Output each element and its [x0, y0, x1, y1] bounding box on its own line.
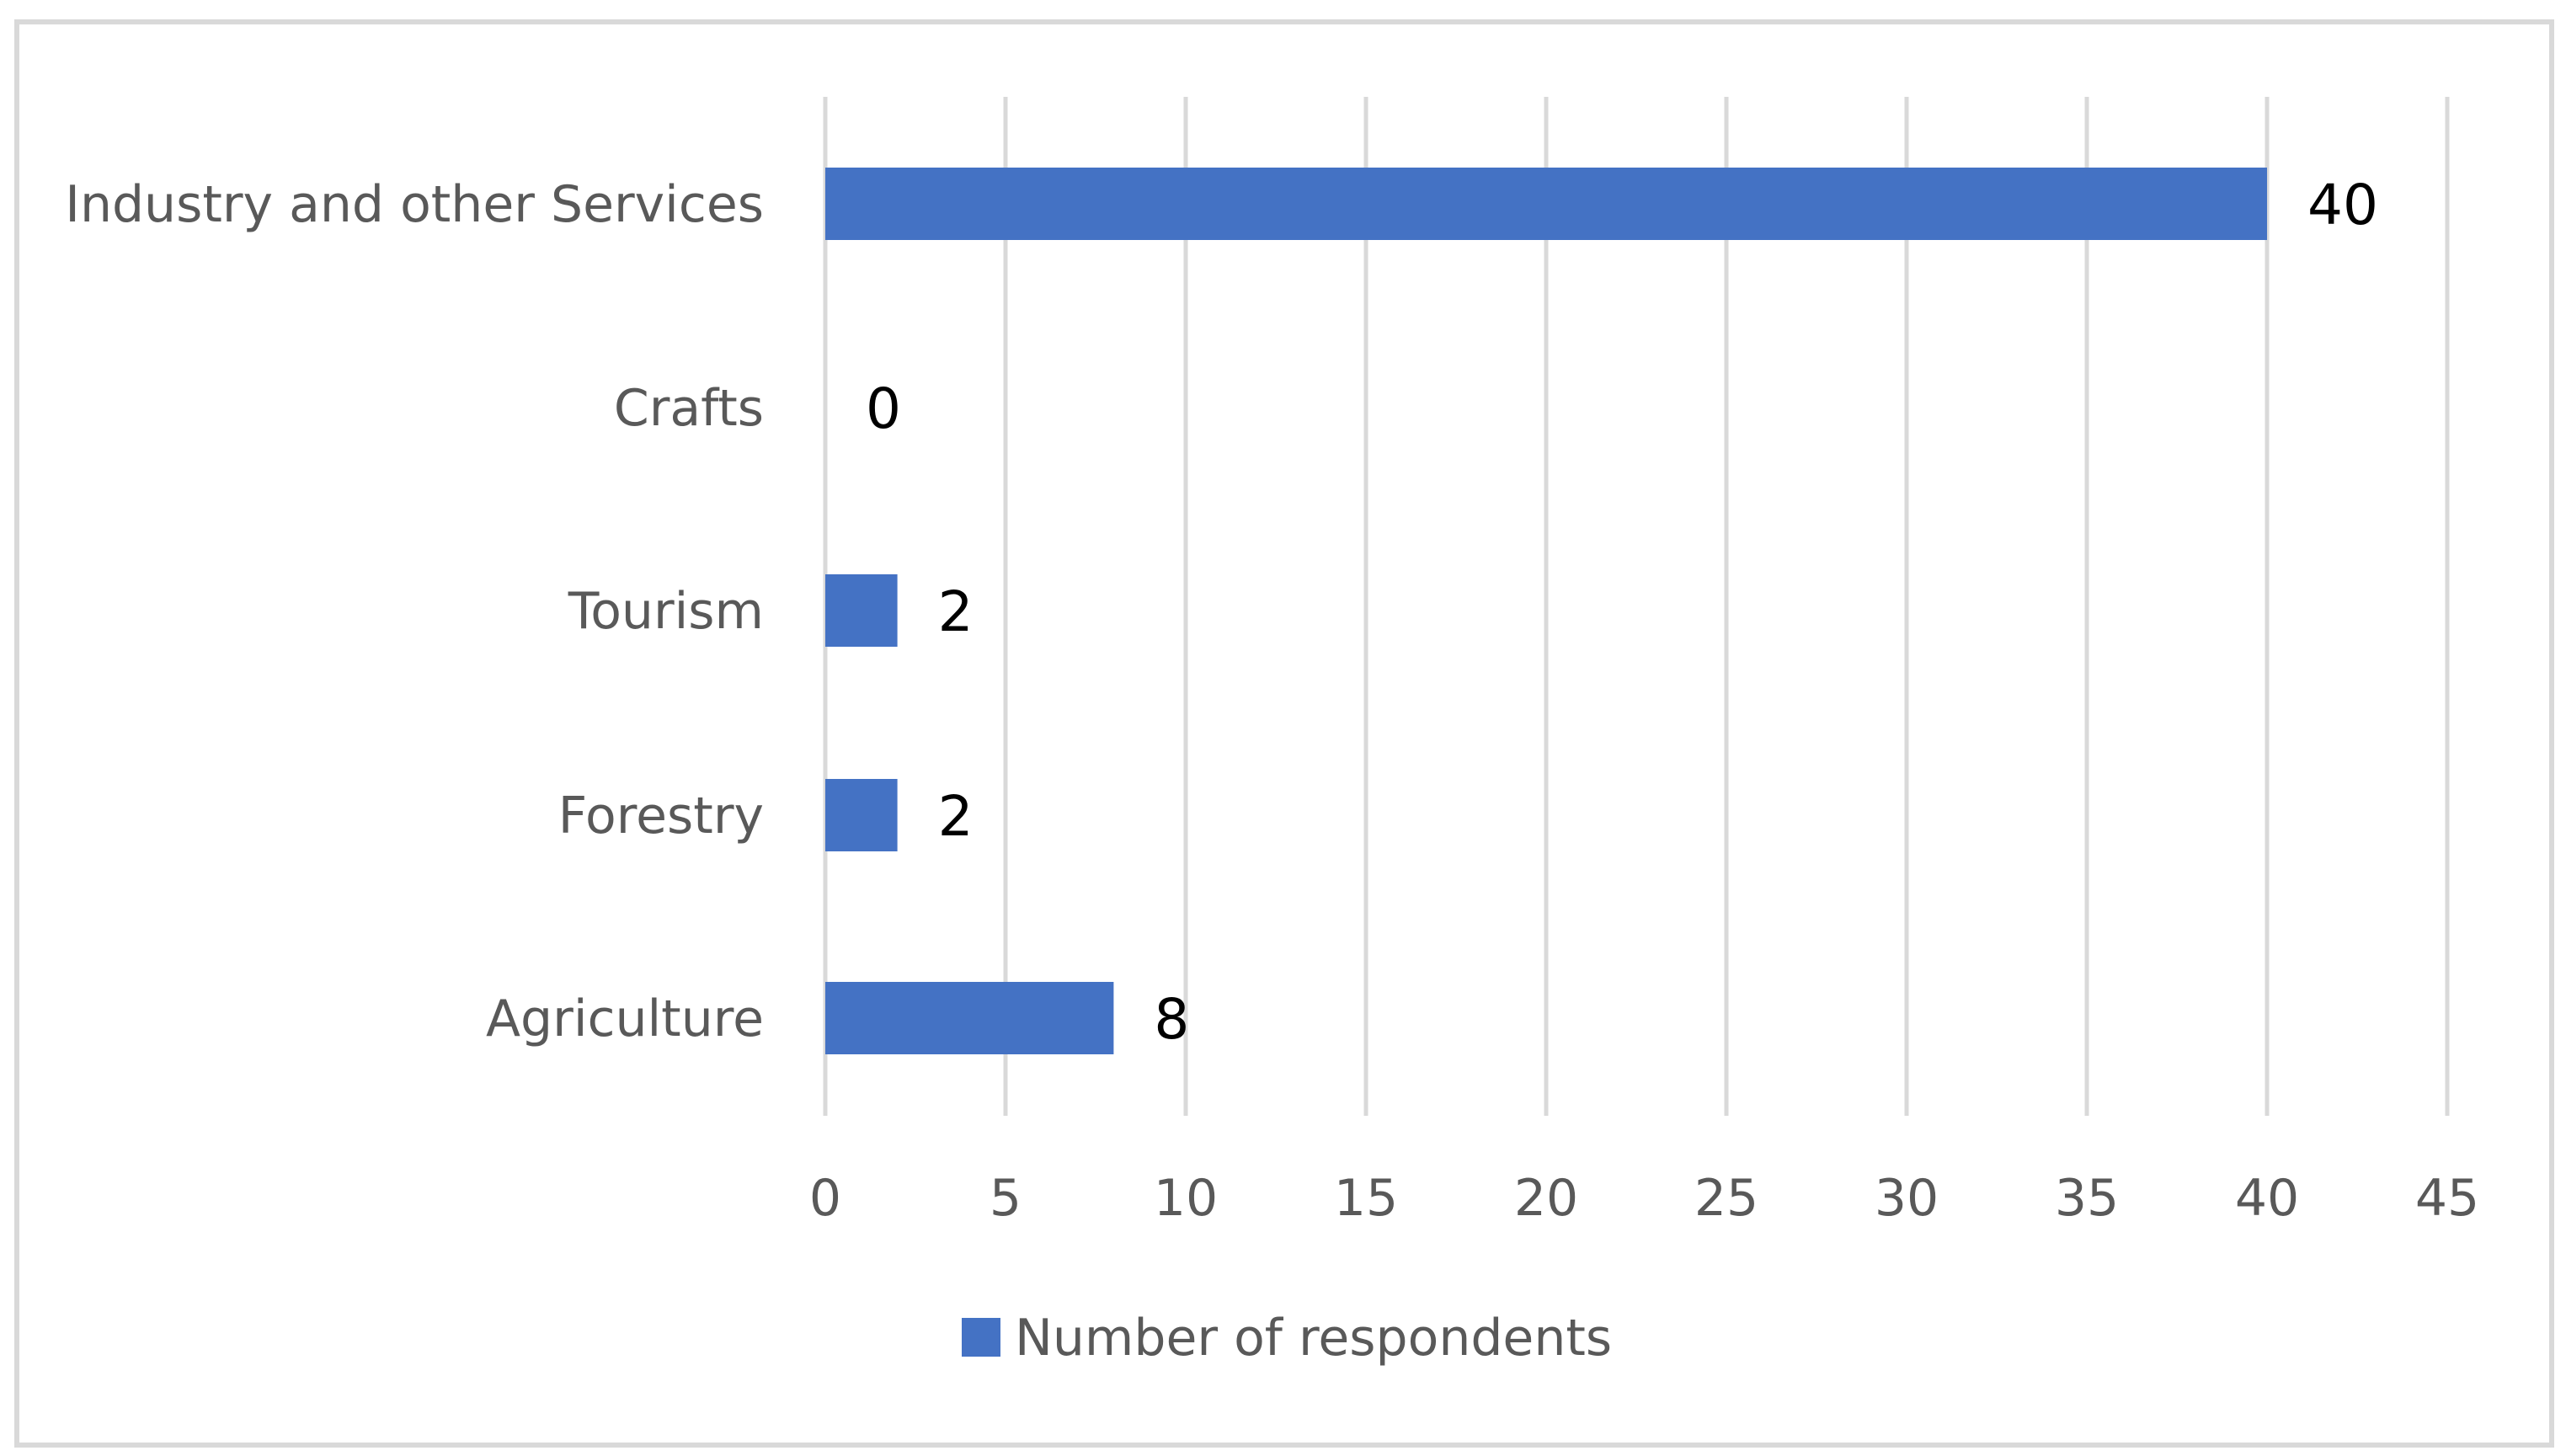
x-tick-label: 20 [1514, 1169, 1578, 1228]
data-label: 2 [938, 579, 974, 644]
gridlines [823, 97, 2450, 1116]
x-tick-label: 45 [2415, 1169, 2479, 1228]
x-axis-tick-labels: 0 5 10 15 20 25 30 35 40 45 [809, 1169, 2479, 1228]
bar-forestry [825, 779, 898, 851]
x-tick-label: 0 [809, 1169, 841, 1228]
category-label: Agriculture [486, 989, 764, 1048]
legend: Number of respondents [962, 1309, 1612, 1368]
bars [825, 168, 2267, 1054]
data-label: 40 [2307, 173, 2378, 237]
x-tick-label: 35 [2055, 1169, 2119, 1228]
category-label: Tourism [568, 582, 764, 641]
bar-industry-and-other-services [825, 168, 2267, 240]
data-labels: 40 0 2 2 8 [866, 173, 2378, 1052]
category-labels: Industry and other Services Crafts Tourism… [65, 175, 764, 1048]
data-label: 0 [866, 376, 901, 441]
x-tick-label: 15 [1334, 1169, 1398, 1228]
category-label: Crafts [614, 379, 764, 438]
x-tick-label: 10 [1154, 1169, 1218, 1228]
x-tick-label: 30 [1875, 1169, 1939, 1228]
legend-swatch [962, 1318, 1000, 1357]
legend-label: Number of respondents [1015, 1309, 1612, 1368]
category-label: Industry and other Services [65, 175, 764, 234]
bar-tourism [825, 574, 898, 647]
x-tick-label: 5 [990, 1169, 1022, 1228]
x-tick-label: 40 [2235, 1169, 2299, 1228]
data-label: 2 [938, 784, 974, 849]
x-tick-label: 25 [1694, 1169, 1758, 1228]
bar-agriculture [825, 982, 1114, 1054]
data-label: 8 [1154, 987, 1189, 1052]
chart-border [14, 19, 2554, 1448]
category-label: Forestry [558, 787, 764, 845]
